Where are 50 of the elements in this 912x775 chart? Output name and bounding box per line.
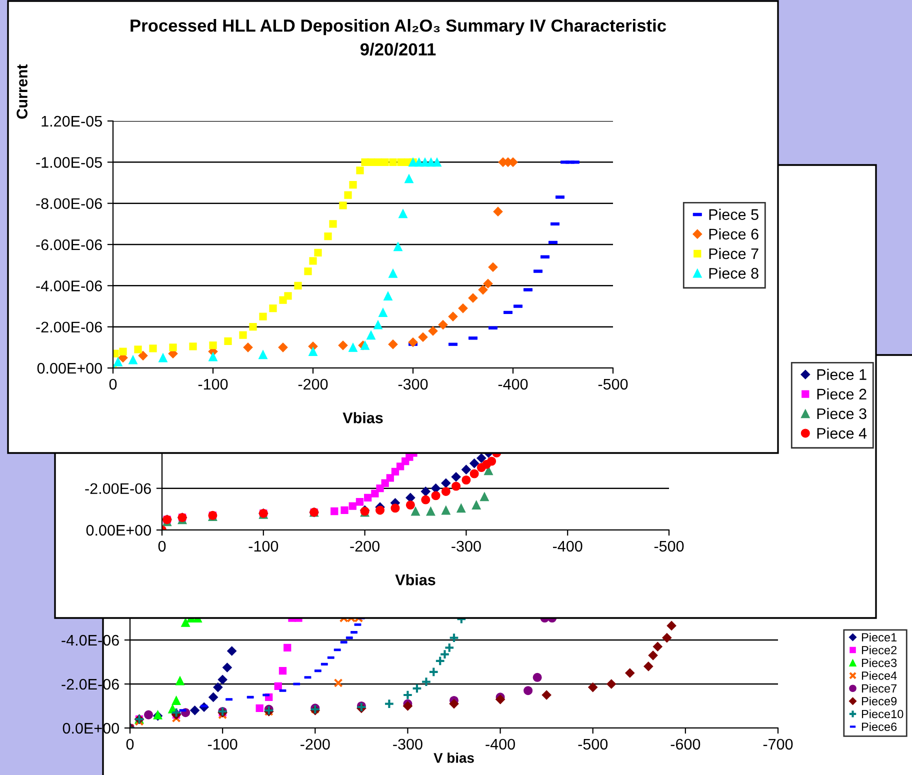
x-tick-label: -400 (498, 378, 528, 390)
y-tick-label: 1.20E-05 (42, 116, 102, 127)
x-tick-label: -500 (598, 378, 628, 390)
y-tick-label: -2.00E-06 (85, 483, 151, 494)
x-tick-label: -100 (248, 540, 278, 552)
x-tick-label: -100 (208, 738, 238, 750)
x-axis-title: V bias (434, 752, 474, 763)
x-tick-label: -600 (670, 738, 700, 750)
x-tick-label: -500 (578, 738, 608, 750)
legend-label: Piece 1 (817, 368, 866, 380)
x-tick-label: -200 (298, 378, 328, 390)
legend-label: Piece 3 (817, 408, 866, 420)
legend-label: Piece9 (862, 696, 897, 706)
x-tick-label: -400 (552, 540, 582, 552)
x-tick-label: -100 (198, 378, 228, 390)
y-tick-label: -4.00E-06 (36, 280, 102, 292)
x-tick-label: -400 (486, 738, 515, 750)
x-tick-label: -500 (654, 540, 684, 552)
x-axis-title: Vbias (342, 412, 383, 424)
legend-label: Piece7 (862, 684, 897, 693)
y-tick-label: 0.00E+00 (37, 362, 102, 374)
y-tick-label: -8.00E-06 (36, 198, 102, 210)
legend-label: Piece4 (862, 671, 897, 680)
x-tick-label: 0 (158, 540, 166, 552)
y-tick-label: -1.00E-05 (36, 157, 102, 168)
x-tick-label: -300 (398, 378, 428, 390)
legend-label: Piece 2 (817, 388, 866, 400)
y-tick-label: -6.00E-06 (36, 239, 102, 250)
x-tick-label: -200 (300, 738, 330, 750)
y-tick-label: -2.00E-06 (36, 322, 102, 333)
legend-label: Piece6 (862, 722, 897, 731)
x-tick-label: 0 (126, 738, 134, 750)
legend-label: Piece 6 (709, 228, 758, 240)
x-tick-label: -300 (393, 738, 422, 750)
legend-label: Piece1 (862, 632, 897, 642)
legend-label: Piece 7 (709, 248, 758, 260)
legend-label: Piece10 (862, 710, 904, 718)
x-tick-label: 0 (109, 378, 117, 390)
legend-label: Piece2 (862, 646, 897, 654)
legend-label: Piece3 (862, 658, 897, 668)
legend-label: Piece 4 (817, 428, 867, 439)
chart-title: Processed HLL ALD Deposition Al₂O₃ Summary IV Characteristic 9/20/2011 (130, 19, 666, 56)
x-tick-label: -200 (350, 540, 380, 552)
y-tick-label: 0.00E+00 (86, 524, 151, 536)
legend-label: Piece 8 (709, 268, 758, 279)
x-axis-title: Vbias (395, 574, 436, 586)
x-tick-label: -700 (763, 738, 793, 750)
x-tick-label: -300 (452, 540, 481, 552)
y-axis-title: Current (16, 64, 28, 119)
legend-label: Piece 5 (709, 208, 758, 220)
